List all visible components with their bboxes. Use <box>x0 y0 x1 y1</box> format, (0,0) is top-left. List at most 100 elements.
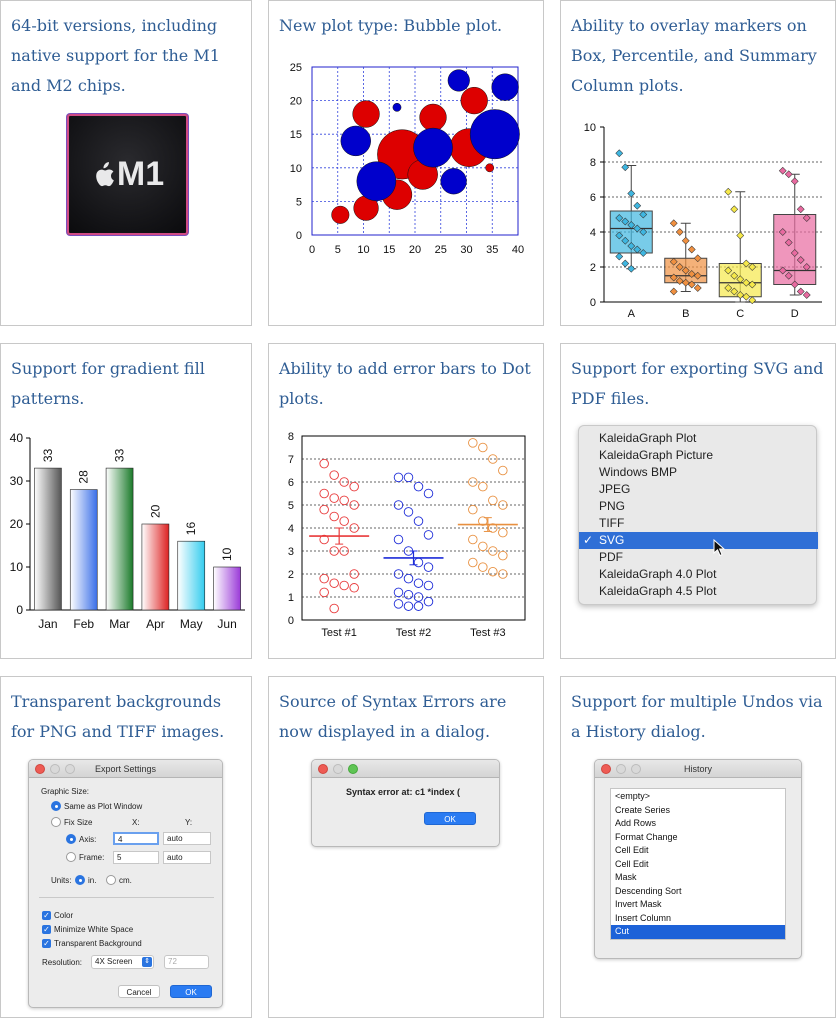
marker <box>675 277 684 285</box>
dot <box>488 495 498 506</box>
card-title: Transparent backgrounds for PNG and TIFF… <box>11 692 225 741</box>
menu-item-kg40[interactable]: KaleidaGraph 4.0 Plot <box>599 567 717 581</box>
transparent-bg-checkbox[interactable]: ✓ <box>42 939 51 948</box>
dot <box>423 580 434 591</box>
marker <box>681 236 690 245</box>
minimize-button[interactable] <box>50 764 60 774</box>
menu-item-pdf[interactable]: PDF <box>599 550 623 564</box>
axis-y-field[interactable]: auto <box>163 832 211 845</box>
units-in-radio[interactable] <box>75 875 85 885</box>
menu-item-jpeg[interactable]: JPEG <box>599 482 631 496</box>
list-item[interactable]: Create Series <box>615 804 671 815</box>
bubble <box>491 73 519 101</box>
bar <box>34 467 62 611</box>
dot <box>319 504 329 515</box>
y-tick-label: 4 <box>288 523 294 535</box>
dot <box>339 477 349 487</box>
close-button[interactable] <box>318 764 328 774</box>
marker <box>675 263 684 271</box>
list-item[interactable]: Format Change <box>615 831 678 842</box>
marker <box>693 284 702 292</box>
bubble <box>469 109 520 160</box>
graphic-size-label: Graphic Size: <box>41 787 90 796</box>
frame-radio[interactable] <box>66 852 76 862</box>
y-tick-label: 2 <box>288 569 294 581</box>
ok-button[interactable]: OK <box>424 812 476 825</box>
same-as-plot-radio[interactable] <box>51 801 61 811</box>
y-tick-label: 5 <box>288 500 294 512</box>
zoom-button[interactable] <box>65 764 75 774</box>
marker <box>730 271 739 280</box>
close-button[interactable] <box>601 764 611 774</box>
close-button[interactable] <box>35 764 45 774</box>
dot <box>339 580 349 591</box>
axis-radio[interactable] <box>66 834 76 844</box>
menu-item-bmp[interactable]: Windows BMP <box>599 465 678 479</box>
dot <box>488 546 498 556</box>
list-item[interactable]: Cell Edit <box>615 858 649 869</box>
bar-chart-area: 0 10 20 30 40 33 Jan 28 Feb 33 Mar 20 Apr 16 May 10 Jun <box>10 431 245 631</box>
color-checkbox[interactable]: ✓ <box>42 911 51 920</box>
x-column-label: X: <box>132 818 140 827</box>
minimize-button[interactable] <box>616 764 626 774</box>
frame-label: Frame: <box>79 853 105 862</box>
bubble <box>485 163 495 173</box>
dot <box>498 527 508 538</box>
resolution-select[interactable]: 4X Screen ⇕ <box>91 955 154 969</box>
dot <box>413 601 424 611</box>
syntax-error-dialog: Syntax error at: c1 *index ( OK <box>311 759 500 847</box>
bar <box>105 467 134 611</box>
y-tick-label: 0 <box>296 230 302 242</box>
marker <box>669 257 678 266</box>
y-tick-label: 3 <box>288 546 294 558</box>
y-tick-label: 20 <box>10 517 24 531</box>
frame-x-field[interactable]: 5 <box>113 851 159 864</box>
menu-item-kg45[interactable]: KaleidaGraph 4.5 Plot <box>599 584 717 598</box>
zoom-button[interactable] <box>631 764 641 774</box>
marker <box>627 264 636 273</box>
menu-item-kg-plot[interactable]: KaleidaGraph Plot <box>599 431 697 445</box>
frame-y-field[interactable]: auto <box>163 851 211 864</box>
menu-item-kg-picture[interactable]: KaleidaGraph Picture <box>599 448 714 462</box>
list-item[interactable]: Add Rows <box>615 818 657 828</box>
ok-button[interactable]: OK <box>170 985 212 998</box>
marker <box>778 228 787 236</box>
dot <box>393 500 404 510</box>
dot <box>468 504 478 515</box>
card-title: Support for exporting SVG and PDF files. <box>571 359 824 408</box>
list-item[interactable]: Descending Sort <box>615 885 682 896</box>
dot <box>349 481 359 492</box>
minimize-button[interactable] <box>333 764 343 774</box>
marker <box>796 256 805 264</box>
list-item[interactable]: <empty> <box>615 791 651 801</box>
menu-item-png[interactable]: PNG <box>599 499 626 513</box>
list-item-selected[interactable]: Cut <box>611 925 785 939</box>
fix-size-label: Fix Size <box>64 818 93 827</box>
list-item[interactable]: Invert Mask <box>615 899 662 909</box>
x-tick-label: A <box>628 308 636 320</box>
data-label: 16 <box>184 522 198 536</box>
list-item[interactable]: Insert Column <box>615 912 672 923</box>
marker <box>669 287 678 296</box>
fix-size-radio[interactable] <box>51 817 61 827</box>
dot <box>339 516 349 526</box>
y-tick-label: 20 <box>290 96 302 108</box>
axis-x-field[interactable]: 4 <box>113 832 159 845</box>
units-cm-radio[interactable] <box>106 875 116 885</box>
dpi-select[interactable]: 72 <box>164 955 209 969</box>
cancel-button[interactable]: Cancel <box>118 985 160 998</box>
feature-card-dot: Ability to add error bars to Dot plots. … <box>268 343 544 659</box>
marker <box>633 201 642 210</box>
menu-item-svg[interactable]: ✓ SVG <box>579 532 818 549</box>
menu-item-tiff[interactable]: TIFF <box>599 516 625 530</box>
marker <box>621 217 630 226</box>
gradient-bar-chart: 0 10 20 30 40 33 Jan 28 Feb 33 Mar 20 Apr 16 May 10 Jun <box>10 431 245 631</box>
dot <box>478 481 488 492</box>
list-item[interactable]: Mask <box>615 872 637 882</box>
dot <box>329 578 339 588</box>
marker <box>639 210 648 219</box>
minimize-white-checkbox[interactable]: ✓ <box>42 925 51 934</box>
list-item[interactable]: Cell Edit <box>615 845 649 855</box>
bubble <box>440 168 467 195</box>
zoom-button[interactable] <box>348 764 358 774</box>
